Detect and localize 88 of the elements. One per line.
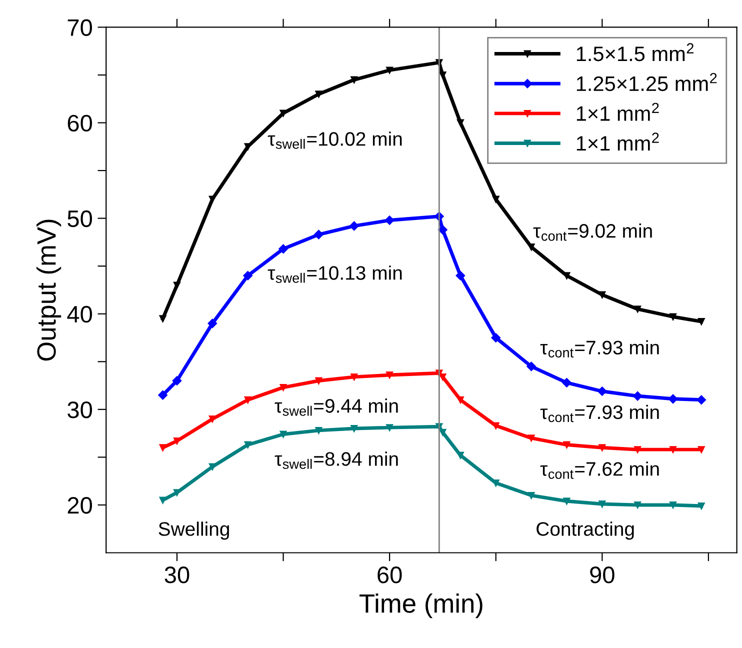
point [528, 434, 535, 442]
legend-label: 1.25×1.25 mm$^{2}$ [576, 72, 717, 92]
y-tick-label: 30 [68, 401, 92, 418]
annotation: Swelling [158, 522, 229, 540]
point [598, 386, 607, 396]
point [598, 291, 606, 298]
point [528, 244, 535, 250]
y-tick-label: 60 [68, 114, 92, 132]
point [439, 373, 446, 380]
point [159, 444, 166, 452]
legend-label: 1.5×1.5 mm$^{2}$ [576, 43, 694, 62]
point [439, 72, 446, 78]
point [244, 441, 252, 448]
y-tick-label: 50 [68, 210, 92, 228]
x-tick-label: 90 [590, 566, 614, 584]
legend-label: 1×1 mm$^{2}$ [576, 132, 659, 151]
x-tick-label: 30 [164, 566, 190, 584]
point [668, 394, 678, 404]
point [159, 496, 166, 504]
point [315, 426, 322, 434]
point [492, 196, 500, 203]
point [528, 492, 535, 499]
legend-label: 1×1 mm$^{2}$ [576, 102, 659, 121]
point [456, 396, 464, 404]
point [632, 391, 642, 401]
point [350, 221, 359, 231]
point [350, 76, 358, 84]
point [386, 372, 394, 378]
point [634, 446, 642, 454]
point [315, 90, 322, 98]
point [350, 373, 358, 380]
point [280, 384, 287, 391]
point [634, 501, 642, 508]
point [634, 306, 642, 313]
annotation: τ$_{cont}$=7.93 min [540, 404, 659, 422]
point [456, 271, 466, 280]
point [439, 428, 446, 436]
point [243, 271, 252, 280]
y-tick-label: 40 [67, 306, 92, 323]
x-axis-title: Time (min) [360, 594, 482, 618]
point [386, 66, 394, 74]
point [208, 196, 216, 203]
point [670, 446, 676, 454]
point [598, 500, 606, 508]
point [278, 244, 288, 254]
point [491, 333, 500, 342]
point [670, 501, 676, 508]
point [563, 441, 570, 448]
annotation: τ$_{swell}$=10.02 min [268, 132, 402, 149]
point [208, 416, 216, 422]
point [670, 313, 676, 320]
y-axis-title: Output (mV) [36, 220, 62, 361]
y-tick-label: 20 [68, 497, 92, 514]
point [438, 225, 448, 234]
y-tick-label: 70 [68, 19, 92, 36]
point [696, 395, 706, 404]
point [208, 463, 216, 470]
point [315, 377, 322, 384]
point [314, 230, 324, 240]
annotation: τ$_{cont}$=9.02 min [533, 224, 652, 241]
point [456, 452, 464, 459]
point [563, 498, 570, 505]
annotation: τ$_{cont}$=7.62 min [540, 462, 659, 479]
point [280, 430, 287, 438]
point [172, 376, 182, 386]
point [562, 378, 572, 388]
point [456, 119, 464, 126]
point [698, 502, 705, 510]
point [158, 390, 168, 400]
annotation: τ$_{cont}$=7.93 min [540, 340, 659, 358]
point [598, 444, 606, 452]
point [174, 282, 180, 289]
point [280, 110, 287, 117]
point [350, 425, 358, 432]
point [698, 446, 705, 454]
annotation: τ$_{swell}$=10.13 min [268, 266, 402, 283]
point [244, 396, 252, 404]
point [159, 315, 166, 322]
x-tick-label: 60 [378, 566, 402, 584]
point [384, 216, 394, 225]
point [208, 318, 218, 328]
point [526, 362, 536, 372]
annotation: τ$_{swell}$=8.94 min [274, 452, 398, 469]
point [386, 424, 394, 432]
annotation: τ$_{swell}$=9.44 min [274, 398, 398, 416]
point [698, 318, 705, 325]
point [174, 437, 180, 444]
annotation: Contracting [536, 522, 634, 540]
